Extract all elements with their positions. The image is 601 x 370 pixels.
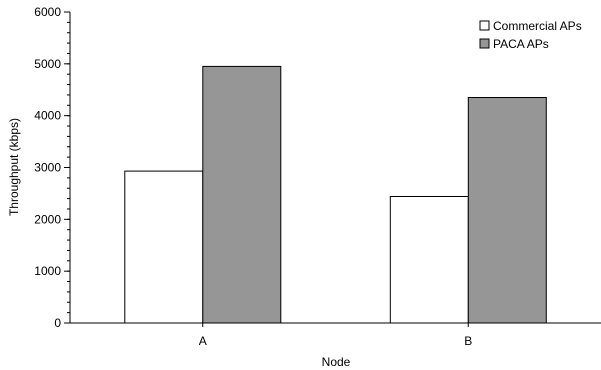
bar-B-2 xyxy=(467,97,547,324)
x-tick-label: A xyxy=(199,334,207,348)
bar-A-2 xyxy=(202,65,282,324)
y-axis-title: Throughput (kbps) xyxy=(7,118,21,216)
bar-A-1 xyxy=(124,170,204,324)
plot-area xyxy=(124,65,547,324)
y-tick-label: 1000 xyxy=(34,264,61,278)
x-axis-title: Node xyxy=(322,355,351,369)
legend: Commercial APs PACA APs xyxy=(479,19,582,51)
y-tick-label: 4000 xyxy=(34,109,61,123)
legend-swatch xyxy=(479,38,490,49)
legend-label: Commercial APs xyxy=(493,19,582,33)
x-tick-label: B xyxy=(464,334,472,348)
legend-label: PACA APs xyxy=(493,37,549,51)
y-tick-label: 3000 xyxy=(34,161,61,175)
bar-B-1 xyxy=(389,196,469,324)
legend-swatch xyxy=(479,20,490,31)
y-axis: 0 1000 2000 3000 4000 5000 6000 xyxy=(34,5,71,330)
y-tick-label: 6000 xyxy=(34,5,61,19)
y-tick-label: 0 xyxy=(54,316,61,330)
y-tick-label: 2000 xyxy=(34,212,61,226)
y-tick-label: 5000 xyxy=(34,57,61,71)
